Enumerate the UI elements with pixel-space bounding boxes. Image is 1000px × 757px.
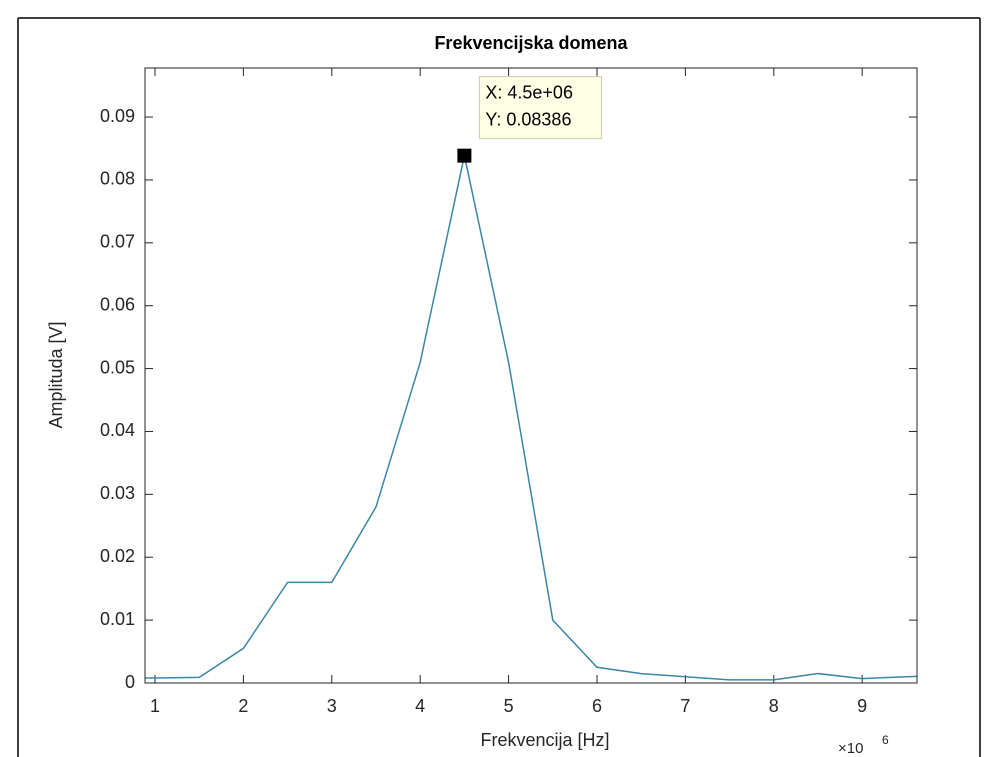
x-tick-label: 9 (857, 696, 867, 716)
data-line (145, 155, 917, 681)
y-tick-label: 0.06 (100, 294, 135, 314)
x-multiplier: ×10 (838, 740, 863, 757)
x-axis-label: Frekvencija [Hz] (480, 730, 609, 750)
datatip-marker (457, 148, 472, 163)
datatip-y: Y: 0.08386 (485, 109, 571, 129)
y-tick-label: 0 (125, 672, 135, 692)
x-multiplier-exponent: 6 (882, 733, 889, 747)
x-tick-label: 5 (504, 696, 514, 716)
x-tick-label: 3 (327, 696, 337, 716)
datatip-x: X: 4.5e+06 (485, 82, 573, 102)
x-tick-label: 8 (769, 696, 779, 716)
x-tick-label: 4 (415, 696, 425, 716)
y-axis-label: Amplituda [V] (46, 321, 66, 428)
x-tick-label: 6 (592, 696, 602, 716)
datatip-box (478, 76, 602, 140)
chart-title: Frekvencijska domena (434, 33, 628, 53)
x-tick-label: 2 (238, 696, 248, 716)
y-tick-label: 0.05 (100, 357, 135, 377)
y-tick-label: 0.03 (100, 483, 135, 503)
axes-box (144, 67, 918, 684)
x-tick-label: 1 (150, 696, 160, 716)
x-tick-label: 7 (680, 696, 690, 716)
y-tick-label: 0.01 (100, 609, 135, 629)
y-tick-label: 0.04 (100, 420, 135, 440)
plot-area (145, 68, 917, 683)
y-tick-label: 0.08 (100, 169, 135, 189)
y-tick-label: 0.09 (100, 106, 135, 126)
y-tick-label: 0.07 (100, 232, 135, 252)
y-tick-label: 0.02 (100, 546, 135, 566)
